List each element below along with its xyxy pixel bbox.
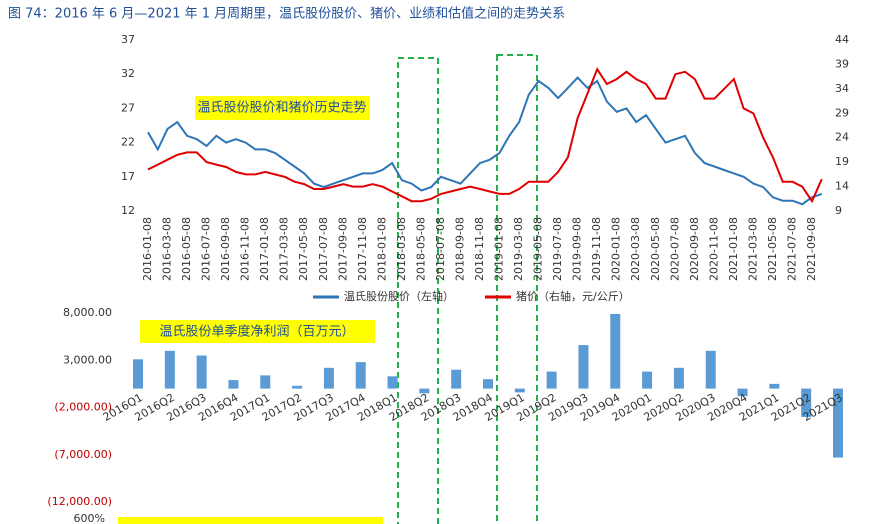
bar [292, 385, 303, 389]
x-tick-label: 2021-03-08 [746, 217, 759, 281]
x-tick-label: 2017-11-08 [356, 217, 369, 281]
series-line [147, 67, 823, 204]
x-tick-label: 2016-05-08 [180, 217, 193, 281]
y-tick-label: 3,000.00 [63, 353, 112, 366]
highlight-box [496, 54, 538, 524]
x-tick-label: 2016-09-08 [219, 217, 232, 281]
bar [196, 355, 207, 389]
x-tick-label: 2017-09-08 [336, 217, 349, 281]
bar [546, 371, 557, 389]
y-tick-label: 32 [121, 67, 135, 80]
x-tick-label: 2020-05-08 [649, 217, 662, 281]
y-tick-label: 27 [121, 101, 135, 114]
x-tick-label: 2017-01-08 [258, 217, 271, 281]
x-tick-label: 2018-03-08 [395, 217, 408, 281]
bar [769, 383, 780, 389]
y2-tick-label: 19 [835, 155, 849, 168]
x-tick-label: 2021-09-08 [805, 217, 818, 281]
bar [451, 369, 462, 389]
x-tick-label: 2017-07-08 [317, 217, 330, 281]
y2-tick-label: 39 [835, 57, 849, 70]
x-tick-label: 2020-01-08 [610, 217, 623, 281]
y-tick-label: (7,000.00) [54, 448, 112, 461]
bar [642, 371, 653, 389]
x-tick-label: 2018-05-08 [414, 217, 427, 281]
x-tick-label: 2019-07-08 [551, 217, 564, 281]
series-line [147, 76, 823, 206]
bar [737, 388, 748, 397]
x-tick-label: 2016-01-08 [141, 217, 154, 281]
bar [610, 313, 621, 389]
y-tick-label: (12,000.00) [47, 495, 112, 508]
bar [833, 388, 843, 458]
figure-title: 图 74：2016 年 6 月—2021 年 1 月周期里，温氏股份股价、猪价、… [8, 6, 565, 22]
x-tick-label: 2020-03-08 [629, 217, 642, 281]
x-tick-label: 2019-09-08 [571, 217, 584, 281]
y2-tick-label: 29 [835, 106, 849, 119]
y2-tick-label: 24 [835, 131, 849, 144]
y2-tick-label: 44 [835, 33, 849, 46]
legend-label: 猪价（右轴，元/公斤） [516, 289, 630, 303]
bar [801, 388, 812, 417]
x-tick-label: 2018-01-08 [375, 217, 388, 281]
x-tick-label: 2018-07-08 [434, 217, 447, 281]
y2-tick-label: 9 [835, 204, 842, 217]
x-tick-label: 2019-01-08 [493, 217, 506, 281]
x-tick-label: 2016-11-08 [239, 217, 252, 281]
bar [323, 367, 334, 389]
bar [578, 345, 589, 389]
annotation: 温氏股份股价和猪价历史走势 [197, 100, 366, 116]
x-tick-label: 2018-09-08 [453, 217, 466, 281]
x-tick-label: 2016-03-08 [161, 217, 174, 281]
bar [164, 350, 175, 389]
x-tick-label: 2019-11-08 [590, 217, 603, 281]
bar [228, 380, 239, 389]
bar [419, 388, 430, 394]
x-tick-label: 2019-03-08 [512, 217, 525, 281]
x-tick-label: 2016-07-08 [200, 217, 213, 281]
y-tick-label: (2,000.00) [54, 401, 112, 414]
y-tick-label: 22 [121, 136, 135, 149]
annotation-box [140, 320, 375, 343]
y-tick-label: 600% [74, 512, 105, 524]
x-tick-label: 2021-07-08 [785, 217, 798, 281]
x-tick-label: 2020-11-08 [707, 217, 720, 281]
legend-label: 温氏股份股价（左轴） [344, 289, 454, 303]
x-tick-label: 2018-11-08 [473, 217, 486, 281]
bar [133, 359, 143, 389]
x-tick-label: 2017-05-08 [297, 217, 310, 281]
bar [514, 388, 525, 393]
x-tick-label: 2021-05-08 [766, 217, 779, 281]
annotation-box [195, 96, 370, 120]
y2-tick-label: 34 [835, 82, 849, 95]
x-tick-label: 2021-01-08 [727, 217, 740, 281]
bar [705, 350, 716, 389]
bar [387, 376, 398, 389]
y2-tick-label: 14 [835, 180, 849, 193]
bar [260, 375, 271, 389]
annotation: 温氏股份单季度净利润（百万元） [159, 324, 354, 340]
x-tick-label: 2020-09-08 [688, 217, 701, 281]
highlight-box [397, 57, 439, 524]
annotation-box [118, 517, 383, 524]
y-tick-label: 12 [121, 204, 135, 217]
x-tick-label: 2019-05-08 [532, 217, 545, 281]
y-tick-label: 8,000.00 [63, 306, 112, 319]
bar [483, 379, 493, 389]
bar [673, 367, 684, 389]
x-tick-label: 2020-07-08 [668, 217, 681, 281]
bar [355, 362, 366, 389]
y-tick-label: 17 [121, 170, 135, 183]
y-tick-label: 37 [121, 33, 135, 46]
x-tick-label: 2017-03-08 [278, 217, 291, 281]
